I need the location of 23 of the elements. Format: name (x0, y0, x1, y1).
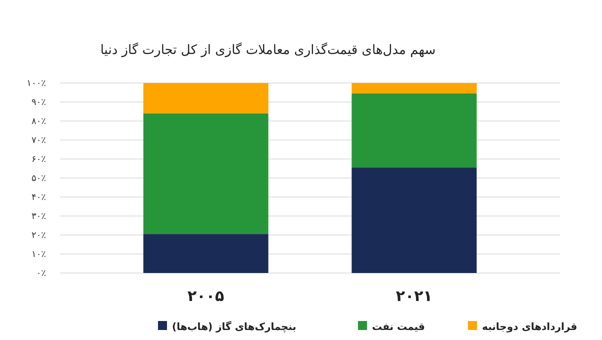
bar (143, 83, 268, 114)
y-tick-label: ۲۰٪ (31, 231, 46, 242)
bar (143, 113, 268, 234)
x-tick-label: ۲۰۰۵ (188, 287, 224, 305)
legend-label: قیمت نفت (372, 322, 425, 333)
y-tick-label: ۰٪ (36, 269, 46, 280)
bar (143, 234, 268, 273)
bar (352, 83, 477, 94)
y-tick-label: ۳۰٪ (31, 212, 46, 222)
y-tick-label: ۵۰٪ (31, 174, 46, 184)
y-tick-label: ۷۰٪ (31, 136, 46, 146)
legend-label: قراردادهای دوجانبه (482, 322, 578, 333)
y-tick-label: ۹۰٪ (31, 98, 46, 108)
y-tick-label: ۱۰٪ (31, 250, 46, 260)
y-tick-label: ۴۰٪ (31, 193, 46, 204)
y-tick-label: ۸۰٪ (31, 117, 46, 128)
y-tick-label: ۶۰٪ (31, 155, 46, 166)
bar (352, 93, 477, 168)
chart-title: سهم مدل‌های قیمت‌گذاری معاملات گازی از کل تجارت گاز دنیا (100, 42, 436, 58)
bar (352, 168, 477, 273)
x-tick-label: ۲۰۲۱ (396, 287, 432, 305)
legend-label: بنچمارک‌های گاز (هاب‌ها) (172, 320, 296, 333)
y-tick-label: ۱۰۰٪ (26, 79, 46, 90)
